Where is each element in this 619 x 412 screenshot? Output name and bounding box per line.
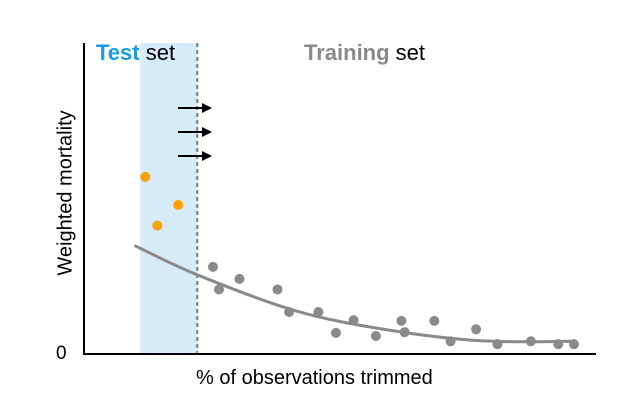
training-point-10 — [399, 327, 410, 338]
training-set-label-bold: Training — [304, 40, 390, 65]
training-point-4 — [284, 307, 295, 317]
training-point-16 — [553, 339, 564, 350]
test-point-0 — [140, 171, 151, 182]
y-axis-label: Weighted mortality — [54, 110, 77, 276]
test-set-label-rest: set — [139, 40, 176, 65]
training-set-label: Training set — [304, 40, 425, 66]
training-point-8 — [370, 331, 381, 341]
training-point-13 — [471, 324, 482, 335]
test-point-1 — [173, 199, 184, 210]
training-point-6 — [330, 327, 341, 338]
training-point-0 — [208, 261, 219, 272]
y-tick-label-0: 0 — [56, 343, 67, 364]
test-set-label: Test set — [96, 40, 175, 66]
arrow-2 — [178, 151, 212, 161]
training-point-14 — [492, 339, 503, 350]
training-point-11 — [429, 315, 440, 326]
arrow-0 — [178, 103, 212, 113]
training-point-7 — [348, 315, 359, 326]
training-point-2 — [234, 273, 245, 284]
test-set-label-bold: Test — [96, 40, 140, 65]
training-point-15 — [525, 336, 536, 347]
arrow-1 — [178, 127, 212, 137]
x-axis-label: % of observations trimmed — [196, 367, 433, 389]
trend-curve — [134, 244, 576, 344]
test-point-2 — [152, 220, 163, 231]
training-point-12 — [445, 336, 456, 347]
training-point-17 — [569, 339, 579, 350]
training-point-1 — [214, 284, 225, 295]
training-point-9 — [396, 315, 407, 326]
test-region — [140, 43, 198, 354]
points-group — [140, 171, 579, 350]
training-point-5 — [313, 307, 324, 317]
training-point-3 — [272, 284, 283, 295]
training-set-label-rest: set — [389, 40, 426, 65]
arrows-group — [178, 103, 212, 161]
